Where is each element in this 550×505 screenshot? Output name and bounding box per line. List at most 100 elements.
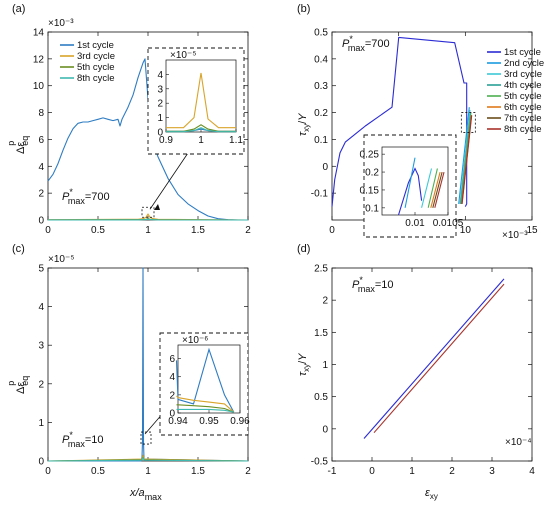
inset-series-2 — [176, 395, 235, 413]
inset-y-tick-label: 2 — [169, 390, 175, 401]
panel-c: 0 0.5 1 1.5 2 0 1 2 3 4 5 (c) ×10⁻⁵ Δεp eq x/amax P* max=… — [6, 243, 251, 502]
series-line-2 — [373, 283, 505, 434]
inset-frame — [165, 59, 237, 133]
inset-y-tick-label: 1 — [157, 113, 163, 124]
y-tick-label: 0.1 — [314, 135, 328, 146]
inset-y-tick-label: 0 — [169, 409, 175, 420]
x-axis-label: x/amax — [129, 487, 162, 502]
x-tick-label: 2 — [245, 466, 251, 477]
y-tick-label: 0.3 — [314, 81, 328, 92]
pmax-annotation: P* max=10 — [352, 275, 394, 294]
inset-y-tick-label: 0.1 — [365, 203, 379, 214]
x-tick-label: 1 — [145, 225, 151, 236]
y-axis-label: τxy/Y — [297, 353, 311, 376]
x-tick-label: 0 — [329, 225, 335, 236]
y-tick-label: 2 — [38, 379, 44, 390]
legend-label: 7th cycle — [504, 113, 542, 124]
inset-series-1 — [175, 347, 235, 413]
legend-label: 2nd cycle — [504, 58, 544, 69]
inset-frame — [177, 344, 241, 414]
y-tick-label: 0.5 — [314, 392, 328, 403]
zoom-arrow — [149, 149, 191, 210]
panel-d: -1 0 1 2 3 4 -0.5 0 0.5 1 1.5 2 2.5 (d) ×10⁻⁴ τxy/Y εxy P… — [297, 243, 535, 501]
pmax-annotation: P* max=700 — [342, 34, 390, 53]
x-tick-label: 0.5 — [91, 466, 105, 477]
x-tick-label: 10 — [460, 225, 472, 236]
y-scale-label: ×10⁻³ — [48, 18, 74, 29]
y-tick-label: 0.2 — [314, 108, 328, 119]
x-scale-label: ×10⁻³ — [502, 230, 528, 241]
pmax-annotation: P* max=700 — [62, 187, 110, 206]
series-line-4 — [47, 457, 249, 462]
y-tick-label: 8 — [38, 108, 44, 119]
inset-y-tick-label: 2 — [157, 99, 163, 110]
series-line-1 — [47, 58, 248, 221]
y-tick-label: 2 — [322, 296, 328, 307]
inset-x-tick-label: 0.0105 — [433, 218, 464, 229]
y-tick-label: 2 — [38, 189, 44, 200]
zoom-box — [141, 206, 155, 218]
inset-x-tick-label: 0.94 — [168, 416, 188, 427]
legend-label: 3rd cycle — [504, 69, 542, 80]
inset-x-tick-label: 1.1 — [229, 135, 243, 146]
x-tick-label: 0.5 — [91, 225, 105, 236]
zoom-box — [460, 112, 476, 133]
x-scale-label: ×10⁻⁴ — [505, 437, 532, 448]
x-tick-label: 1 — [145, 466, 151, 477]
inset-scale-label: ×10⁻⁵ — [170, 50, 196, 61]
series-line-2 — [458, 107, 470, 204]
y-tick-label: 12 — [33, 54, 45, 65]
y-tick-label: -0.5 — [311, 457, 329, 468]
x-tick-label: 2 — [449, 466, 455, 477]
y-tick-label: 0 — [38, 457, 44, 468]
legend-label: 8th cycle — [77, 73, 115, 84]
panel-label: (a) — [12, 3, 25, 15]
y-tick-label: 6 — [38, 135, 44, 146]
series-line-3 — [459, 109, 471, 204]
y-scale-label: ×10⁻⁵ — [48, 254, 74, 265]
legend-label: 1st cycle — [504, 47, 541, 58]
inset-series-6 — [432, 171, 443, 208]
y-tick-label: 1 — [322, 360, 328, 371]
x-tick-label: 1.5 — [191, 466, 205, 477]
inset-scale-label: ×10⁻⁶ — [182, 335, 208, 346]
y-tick-label: 0 — [322, 424, 328, 435]
inset-series-1 — [397, 167, 423, 216]
series-line-1 — [363, 278, 505, 439]
legend-label: 8th cycle — [504, 124, 542, 135]
y-axis-label: τxy/Y — [297, 113, 311, 136]
legend-label: 1st cycle — [77, 40, 114, 51]
panel-label: (c) — [12, 243, 25, 255]
x-tick-label: 0 — [45, 225, 51, 236]
inset-y-tick-label: 6 — [169, 354, 175, 365]
x-tick-label: 2 — [245, 225, 251, 236]
panel-label: (d) — [297, 243, 310, 255]
x-tick-label: 4 — [529, 466, 535, 477]
y-tick-label: 1.5 — [314, 328, 328, 339]
inset-y-tick-label: 4 — [169, 372, 175, 383]
panel-label: (b) — [297, 3, 310, 15]
y-tick-label: 0.4 — [314, 54, 328, 65]
inset-x-tick-label: 0.01 — [405, 218, 425, 229]
x-tick-label: 15 — [526, 225, 538, 236]
y-tick-label: 0 — [38, 216, 44, 227]
inset-x-tick-label: 0.96 — [230, 416, 250, 427]
inset-y-tick-label: 0 — [157, 128, 163, 139]
series-line-8 — [461, 115, 473, 204]
x-tick-label: 0 — [369, 466, 375, 477]
arrow-head — [154, 204, 160, 210]
y-tick-label: 1 — [38, 418, 44, 429]
inset-series-2 — [404, 157, 416, 208]
x-tick-label: 0 — [45, 466, 51, 477]
legend-label: 4th cycle — [504, 80, 542, 91]
y-tick-label: 3 — [38, 341, 44, 352]
inset-series-4 — [176, 408, 234, 413]
plot-frame — [331, 267, 533, 462]
inset-x-tick-label: 0.95 — [199, 416, 219, 427]
inset-y-tick-label: 4 — [157, 70, 163, 81]
y-axis-label: Δεp eq — [6, 376, 30, 394]
pmax-annotation: P* max=10 — [62, 430, 104, 449]
inset-x-tick-label: 0.9 — [159, 135, 173, 146]
